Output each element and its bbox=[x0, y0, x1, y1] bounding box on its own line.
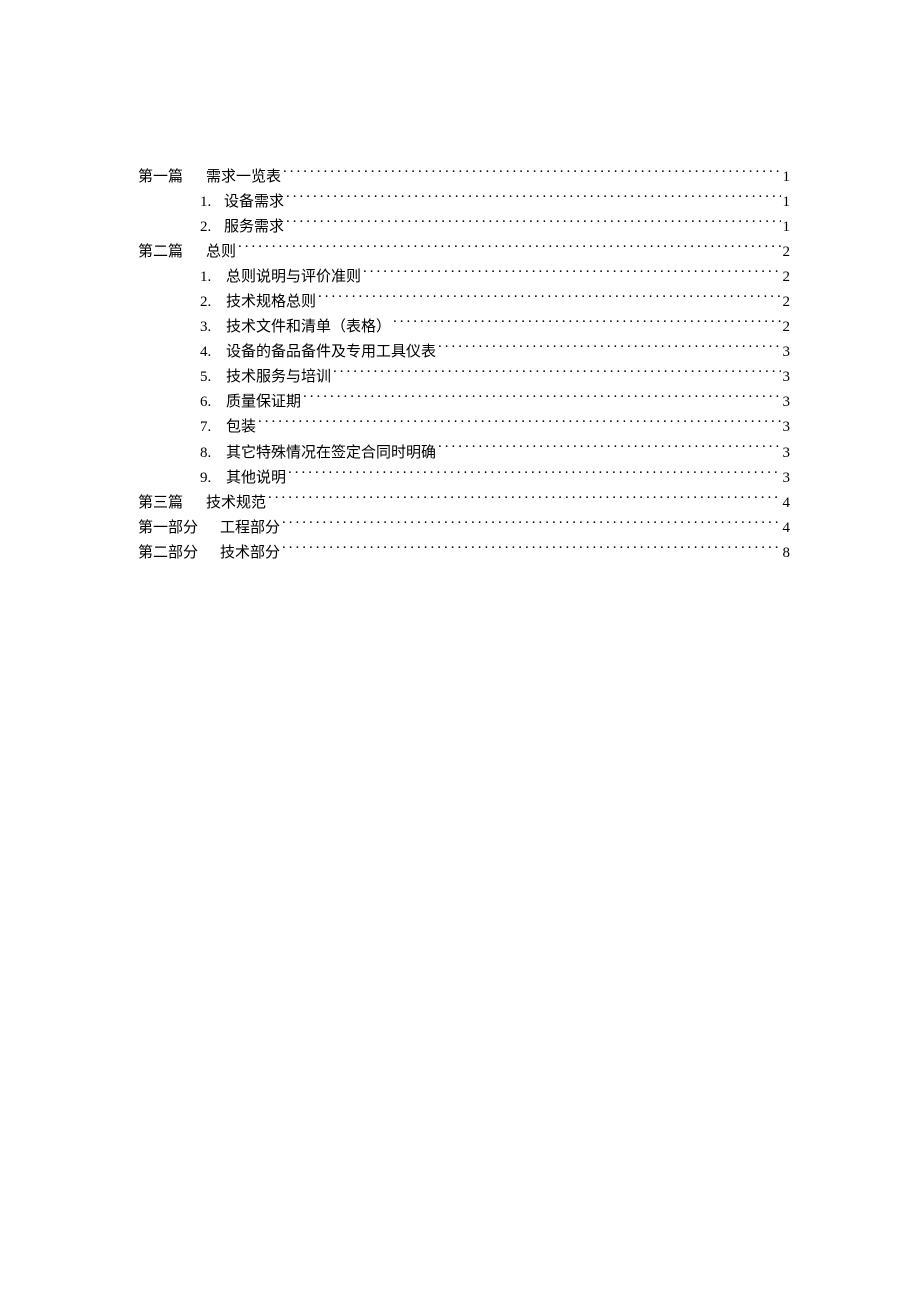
toc-entry-page: 3 bbox=[783, 390, 791, 415]
toc-entry-label: 其他说明 bbox=[226, 466, 286, 491]
toc-entry: 8.其它特殊情况在签定合同时明确 3 bbox=[138, 441, 790, 466]
toc-entry-prefix: 1. bbox=[200, 265, 226, 290]
toc-entry: 7.包装 3 bbox=[138, 415, 790, 440]
toc-entry: 第二篇总则 2 bbox=[138, 240, 790, 265]
toc-entry-label: 其它特殊情况在签定合同时明确 bbox=[226, 441, 436, 466]
toc-entry-page: 2 bbox=[783, 290, 791, 315]
toc-leader-dots bbox=[303, 391, 780, 406]
toc-leader-dots bbox=[438, 442, 780, 457]
toc-entry: 1.设备需求 1 bbox=[138, 190, 790, 215]
toc-entry-label: 技术规格总则 bbox=[226, 290, 316, 315]
toc-leader-dots bbox=[286, 216, 780, 231]
toc-entry: 第一部分工程部分 4 bbox=[138, 516, 790, 541]
toc-entry-prefix: 1. bbox=[200, 190, 224, 215]
toc-entry-page: 2 bbox=[783, 265, 791, 290]
toc-entry-label: 服务需求 bbox=[224, 215, 284, 240]
toc-entry: 第一篇需求一览表 1 bbox=[138, 165, 790, 190]
toc-entry-label: 技术服务与培训 bbox=[226, 365, 331, 390]
toc-entry: 9.其他说明 3 bbox=[138, 466, 790, 491]
toc-leader-dots bbox=[283, 166, 780, 181]
toc-entry-page: 1 bbox=[783, 190, 791, 215]
toc-entry-page: 4 bbox=[783, 516, 791, 541]
toc-entry-label: 总则 bbox=[206, 240, 236, 265]
toc-leader-dots bbox=[258, 416, 780, 431]
toc-leader-dots bbox=[286, 191, 780, 206]
toc-leader-dots bbox=[238, 241, 780, 256]
toc-leader-dots bbox=[268, 492, 780, 507]
toc-leader-dots bbox=[333, 366, 780, 381]
toc-leader-dots bbox=[438, 341, 780, 356]
table-of-contents: 第一篇需求一览表11.设备需求12.服务需求1第二篇总则21.总则说明与评价准则… bbox=[138, 165, 790, 566]
toc-entry-page: 3 bbox=[783, 340, 791, 365]
toc-entry-page: 2 bbox=[783, 315, 791, 340]
toc-entry-prefix: 5. bbox=[200, 365, 226, 390]
toc-entry: 第三篇技术规范 4 bbox=[138, 491, 790, 516]
toc-entry-label: 总则说明与评价准则 bbox=[226, 265, 361, 290]
toc-entry-page: 3 bbox=[783, 415, 791, 440]
toc-entry-page: 8 bbox=[783, 541, 791, 566]
toc-entry-label: 设备需求 bbox=[224, 190, 284, 215]
toc-entry: 1.总则说明与评价准则 2 bbox=[138, 265, 790, 290]
toc-leader-dots bbox=[282, 517, 780, 532]
toc-entry: 5.技术服务与培训 3 bbox=[138, 365, 790, 390]
toc-entry-label: 设备的备品备件及专用工具仪表 bbox=[226, 340, 436, 365]
toc-entry: 2.技术规格总则 2 bbox=[138, 290, 790, 315]
toc-entry-page: 3 bbox=[783, 441, 791, 466]
toc-entry-prefix: 2. bbox=[200, 215, 224, 240]
toc-entry-label: 工程部分 bbox=[220, 516, 280, 541]
toc-leader-dots bbox=[282, 542, 780, 557]
toc-entry-prefix: 2. bbox=[200, 290, 226, 315]
toc-entry-label: 技术部分 bbox=[220, 541, 280, 566]
toc-entry-page: 2 bbox=[783, 240, 791, 265]
toc-entry-prefix: 4. bbox=[200, 340, 226, 365]
toc-entry-label: 技术规范 bbox=[206, 491, 266, 516]
toc-entry-prefix: 9. bbox=[200, 466, 226, 491]
toc-entry-prefix: 第二篇 bbox=[138, 240, 206, 265]
toc-entry: 3.技术文件和清单（表格） 2 bbox=[138, 315, 790, 340]
toc-leader-dots bbox=[318, 291, 780, 306]
toc-entry-label: 技术文件和清单（表格） bbox=[226, 315, 391, 340]
toc-entry-prefix: 7. bbox=[200, 415, 226, 440]
toc-entry-prefix: 第一部分 bbox=[138, 516, 220, 541]
toc-leader-dots bbox=[393, 316, 780, 331]
toc-entry-prefix: 3. bbox=[200, 315, 226, 340]
toc-entry-label: 需求一览表 bbox=[206, 165, 281, 190]
toc-entry-page: 1 bbox=[783, 165, 791, 190]
toc-entry: 4.设备的备品备件及专用工具仪表 3 bbox=[138, 340, 790, 365]
toc-entry: 6.质量保证期 3 bbox=[138, 390, 790, 415]
toc-entry-prefix: 8. bbox=[200, 441, 226, 466]
toc-entry-page: 1 bbox=[783, 215, 791, 240]
toc-entry-prefix: 第一篇 bbox=[138, 165, 206, 190]
toc-entry: 2.服务需求 1 bbox=[138, 215, 790, 240]
toc-entry-page: 4 bbox=[783, 491, 791, 516]
toc-entry-label: 质量保证期 bbox=[226, 390, 301, 415]
toc-entry-label: 包装 bbox=[226, 415, 256, 440]
toc-entry-prefix: 第三篇 bbox=[138, 491, 206, 516]
toc-entry-prefix: 第二部分 bbox=[138, 541, 220, 566]
toc-entry-page: 3 bbox=[783, 466, 791, 491]
toc-leader-dots bbox=[288, 467, 780, 482]
toc-entry-prefix: 6. bbox=[200, 390, 226, 415]
toc-entry-page: 3 bbox=[783, 365, 791, 390]
toc-leader-dots bbox=[363, 266, 780, 281]
toc-entry: 第二部分技术部分 8 bbox=[138, 541, 790, 566]
